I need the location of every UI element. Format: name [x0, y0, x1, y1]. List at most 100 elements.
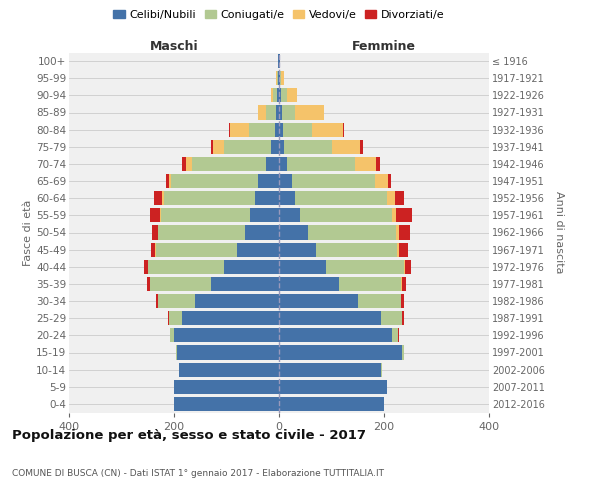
Bar: [392, 328, 398, 342]
Bar: [395, 191, 404, 205]
Bar: [151, 277, 211, 291]
Bar: [279, 362, 382, 376]
Bar: [258, 174, 279, 188]
Bar: [376, 157, 380, 171]
Bar: [279, 174, 292, 188]
Text: Maschi: Maschi: [149, 40, 199, 52]
Bar: [224, 260, 279, 274]
Bar: [279, 208, 300, 222]
Bar: [279, 380, 386, 394]
Bar: [295, 106, 323, 120]
Bar: [174, 380, 279, 394]
Bar: [398, 328, 399, 342]
Bar: [281, 71, 284, 85]
Bar: [279, 294, 358, 308]
Bar: [275, 122, 279, 136]
Bar: [278, 54, 279, 68]
Bar: [151, 208, 160, 222]
Bar: [292, 174, 375, 188]
Bar: [401, 294, 404, 308]
Bar: [279, 226, 308, 239]
Bar: [168, 311, 169, 325]
Bar: [295, 191, 386, 205]
Text: COMUNE DI BUSCA (CN) - Dati ISTAT 1° gennaio 2017 - Elaborazione TUTTITALIA.IT: COMUNE DI BUSCA (CN) - Dati ISTAT 1° gen…: [12, 468, 384, 477]
Bar: [170, 328, 174, 342]
Bar: [163, 191, 256, 205]
Bar: [230, 122, 248, 136]
Bar: [279, 277, 340, 291]
Bar: [229, 122, 230, 136]
Bar: [155, 242, 237, 256]
Bar: [277, 88, 279, 102]
Bar: [277, 71, 278, 85]
Bar: [331, 140, 361, 154]
Bar: [174, 328, 279, 342]
Bar: [211, 140, 214, 154]
Bar: [174, 397, 279, 411]
Bar: [193, 157, 266, 171]
Bar: [287, 88, 298, 102]
Bar: [155, 294, 158, 308]
Bar: [375, 174, 388, 188]
Bar: [195, 294, 279, 308]
Bar: [388, 174, 391, 188]
Bar: [245, 226, 279, 239]
Bar: [311, 122, 343, 136]
Bar: [279, 122, 283, 136]
Bar: [343, 122, 344, 136]
Bar: [248, 122, 275, 136]
Bar: [397, 242, 398, 256]
Bar: [250, 208, 279, 222]
Bar: [386, 191, 395, 205]
Bar: [281, 88, 287, 102]
Bar: [279, 140, 284, 154]
Bar: [277, 106, 279, 120]
Bar: [147, 277, 151, 291]
Bar: [258, 106, 266, 120]
Bar: [279, 328, 392, 342]
Bar: [152, 226, 158, 239]
Bar: [405, 260, 412, 274]
Bar: [398, 226, 410, 239]
Bar: [224, 140, 271, 154]
Bar: [358, 294, 401, 308]
Bar: [148, 260, 224, 274]
Bar: [403, 346, 404, 360]
Bar: [382, 311, 403, 325]
Bar: [283, 122, 311, 136]
Bar: [279, 191, 295, 205]
Bar: [143, 260, 148, 274]
Bar: [279, 260, 326, 274]
Bar: [182, 311, 279, 325]
Bar: [279, 71, 280, 85]
Bar: [279, 397, 384, 411]
Bar: [340, 277, 401, 291]
Bar: [160, 208, 161, 222]
Bar: [279, 242, 316, 256]
Bar: [300, 208, 392, 222]
Bar: [326, 260, 404, 274]
Bar: [279, 311, 382, 325]
Bar: [266, 106, 277, 120]
Bar: [266, 157, 279, 171]
Bar: [279, 106, 281, 120]
Bar: [273, 88, 277, 102]
Bar: [278, 71, 279, 85]
Bar: [355, 157, 376, 171]
Bar: [402, 277, 406, 291]
Bar: [398, 242, 408, 256]
Bar: [279, 157, 287, 171]
Bar: [214, 140, 224, 154]
Y-axis label: Fasce di età: Fasce di età: [23, 200, 33, 266]
Bar: [403, 311, 404, 325]
Bar: [169, 174, 172, 188]
Bar: [396, 226, 398, 239]
Bar: [279, 88, 281, 102]
Bar: [396, 208, 412, 222]
Bar: [172, 174, 258, 188]
Bar: [186, 157, 193, 171]
Bar: [179, 362, 279, 376]
Bar: [158, 294, 195, 308]
Bar: [392, 208, 396, 222]
Bar: [154, 191, 162, 205]
